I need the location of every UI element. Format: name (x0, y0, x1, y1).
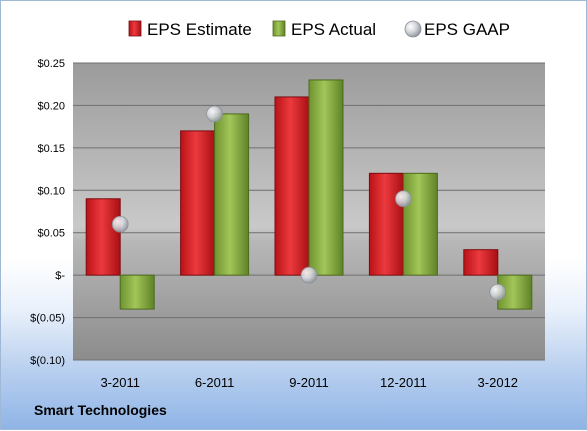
legend-swatch (404, 20, 422, 38)
company-name: Smart Technologies (34, 402, 167, 418)
y-tick-label: $0.10 (37, 185, 65, 197)
eps-gaap-point-3-2011 (111, 215, 129, 233)
eps-actual-bar-6-2011 (214, 113, 250, 276)
x-tick-label: 6-2011 (195, 375, 235, 390)
eps-gaap-point-6-2011 (206, 105, 224, 123)
eps-actual-bar-12-2011 (402, 172, 438, 276)
y-tick-label: $(0.10) (30, 355, 65, 367)
eps-actual-bar-3-2011 (119, 274, 155, 310)
x-tick-label: 12-2011 (380, 375, 427, 390)
legend-swatch (272, 20, 286, 37)
y-tick-label: $0.05 (37, 228, 65, 240)
eps-gaap-point-12-2011 (394, 190, 412, 208)
eps-actual-bar-9-2011 (308, 79, 344, 276)
eps-estimate-bar-12-2011 (368, 172, 404, 276)
y-tick-label: $0.25 (37, 58, 65, 70)
legend-label: EPS Actual (291, 20, 376, 39)
x-tick-label: 3-2011 (100, 375, 140, 390)
legend-swatch (128, 20, 142, 37)
y-tick-label: $(0.05) (30, 313, 65, 325)
legend-label: EPS Estimate (147, 20, 252, 39)
eps-gaap-point-3-2012 (489, 283, 507, 301)
x-tick-label: 3-2012 (478, 375, 518, 390)
y-tick-label: $0.15 (37, 143, 65, 155)
eps-estimate-bar-9-2011 (274, 96, 310, 276)
x-tick-label: 9-2011 (289, 375, 329, 390)
legend-label: EPS GAAP (424, 20, 510, 39)
y-tick-label: $0.20 (37, 100, 65, 112)
eps-estimate-bar-6-2011 (180, 130, 216, 276)
eps-estimate-bar-3-2011 (85, 198, 121, 276)
y-tick-label: $- (55, 270, 65, 282)
eps-estimate-bar-3-2012 (463, 249, 499, 276)
eps-gaap-point-9-2011 (300, 266, 318, 284)
